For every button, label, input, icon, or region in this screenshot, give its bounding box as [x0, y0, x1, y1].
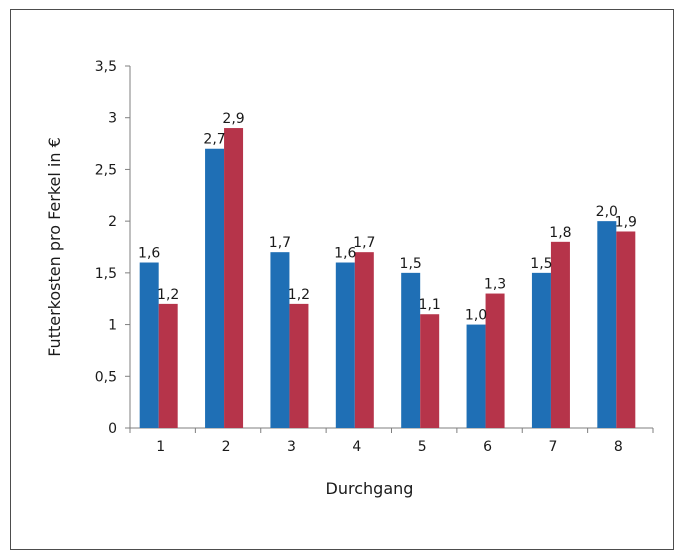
data-label: 2,0 [596, 204, 618, 220]
data-label: 1,5 [530, 256, 552, 272]
data-label: 1,8 [549, 225, 571, 241]
bar-series-2 [224, 128, 244, 429]
x-tick-label: 3 [287, 439, 296, 455]
y-tick-label: 0 [108, 421, 117, 437]
x-tick-label: 1 [156, 439, 165, 455]
bar-series-2 [289, 303, 309, 428]
x-tick-label: 5 [418, 439, 427, 455]
data-label: 1,7 [353, 235, 375, 251]
bar-series-1 [205, 148, 225, 428]
y-axis: 0 0,5 1 1,5 2 2,5 3 3,5 [95, 59, 131, 437]
bar-series-2 [616, 231, 636, 428]
bar-series-1 [597, 221, 617, 428]
x-tick-label: 4 [352, 439, 361, 455]
data-label: 1,5 [400, 256, 422, 272]
bar-series-2 [354, 252, 374, 428]
y-tick-label: 3,5 [95, 59, 117, 75]
bars [139, 128, 636, 429]
x-tick-label: 6 [483, 439, 492, 455]
data-label: 1,6 [334, 246, 356, 262]
x-axis: 1 2 3 4 5 6 7 8 [129, 427, 654, 455]
data-label: 1,2 [157, 287, 179, 303]
data-label: 1,6 [138, 246, 160, 262]
data-label: 2,9 [222, 111, 244, 127]
data-label: 1,9 [615, 214, 637, 230]
y-tick-label: 2 [108, 214, 117, 230]
data-labels: 1,61,22,72,91,71,21,61,71,51,11,01,31,51… [138, 111, 637, 324]
bar-series-2 [420, 314, 440, 428]
data-label: 1,2 [288, 287, 310, 303]
bar-series-1 [466, 324, 486, 428]
y-tick-label: 1 [108, 318, 117, 334]
bar-series-1 [401, 272, 421, 428]
bar-series-1 [139, 262, 159, 428]
bar-series-2 [485, 293, 505, 428]
bar-series-1 [335, 262, 355, 428]
bar-series-1 [531, 272, 551, 428]
x-tick-label: 8 [614, 439, 623, 455]
data-label: 1,0 [465, 308, 487, 324]
data-label: 1,3 [484, 277, 506, 293]
y-tick-label: 1,5 [95, 266, 117, 282]
data-label: 2,7 [203, 132, 225, 148]
data-label: 1,1 [419, 297, 441, 313]
bar-series-2 [550, 241, 570, 428]
x-tick-label: 7 [548, 439, 557, 455]
bar-series-2 [158, 303, 178, 428]
data-label: 1,7 [269, 235, 291, 251]
y-tick-label: 2,5 [95, 162, 117, 178]
bar-series-1 [270, 252, 290, 428]
y-tick-label: 0,5 [95, 369, 117, 385]
x-tick-label: 2 [222, 439, 231, 455]
x-axis-title: Durchgang [326, 479, 414, 498]
y-axis-title: Futterkosten pro Ferkel in € [45, 137, 64, 357]
y-tick-label: 3 [108, 111, 117, 127]
